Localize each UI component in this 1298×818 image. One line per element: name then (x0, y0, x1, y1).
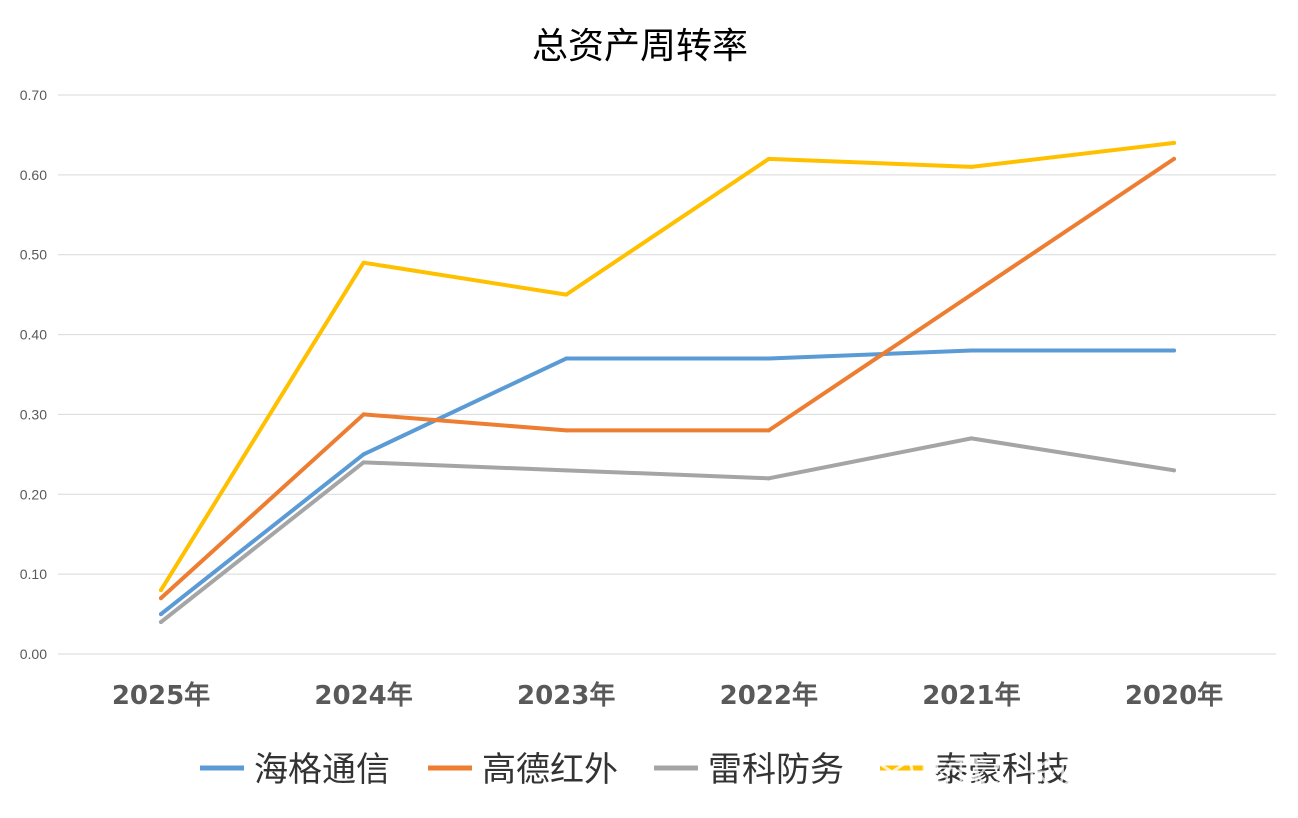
legend-label: 海格通信 (254, 750, 390, 790)
x-tick-label: 2024年 (314, 680, 412, 711)
data-point (361, 452, 366, 457)
legend: 海格通信 高德红外 雷科防务 泰豪科技 (200, 750, 1070, 790)
data-point (159, 588, 163, 593)
series-line (159, 156, 1176, 601)
series-group (159, 348, 1176, 617)
series-line (159, 140, 1176, 593)
data-point (766, 356, 771, 361)
data-point (766, 476, 771, 481)
data-point (564, 356, 569, 361)
data-point (361, 260, 366, 265)
data-point (1172, 156, 1176, 161)
watermark-text: 雪球：长风价值掘金 (920, 755, 1226, 795)
series-group (159, 436, 1176, 625)
y-tick-label: 0.10 (20, 566, 47, 582)
x-tick-label: 2025年 (112, 680, 210, 711)
data-point (159, 612, 163, 617)
x-tick-label: 2022年 (720, 680, 818, 711)
data-point (159, 596, 163, 601)
series-lines (159, 140, 1176, 625)
data-point (969, 348, 974, 353)
x-axis-ticks: 2025年 2024年 2023年 2022年 2021年 2020年 (112, 680, 1223, 711)
y-tick-label: 0.00 (20, 646, 47, 662)
y-axis-ticks: 0.00 0.10 0.20 0.30 0.40 0.50 0.60 0.70 (20, 87, 47, 662)
data-point (361, 412, 366, 417)
x-tick-label: 2021年 (922, 680, 1020, 711)
watermark: 雪球：长风价值掘金 (870, 750, 1226, 795)
x-tick-label: 2023年 (517, 680, 615, 711)
y-tick-label: 0.20 (20, 486, 47, 502)
legend-label: 雷科防务 (708, 750, 844, 790)
x-tick-label: 2020年 (1125, 680, 1223, 711)
data-point (361, 460, 366, 465)
data-point (1172, 140, 1176, 145)
xueqiu-logo-icon (870, 750, 914, 794)
data-point (969, 164, 974, 169)
y-tick-label: 0.50 (20, 247, 47, 263)
data-point (766, 156, 771, 161)
y-tick-label: 0.70 (20, 87, 47, 103)
series-group (159, 156, 1176, 601)
legend-label: 高德红外 (482, 750, 618, 790)
series-group (159, 140, 1176, 593)
chart-title: 总资产周转率 (532, 26, 748, 67)
gridlines (58, 94, 1276, 655)
data-point (1172, 468, 1176, 473)
y-tick-label: 0.40 (20, 327, 47, 343)
series-line (159, 436, 1176, 625)
data-point (564, 292, 569, 297)
y-tick-label: 0.30 (20, 406, 47, 422)
data-point (969, 292, 974, 297)
data-point (969, 436, 974, 441)
data-point (564, 428, 569, 433)
y-tick-label: 0.60 (20, 167, 47, 183)
data-point (766, 428, 771, 433)
data-point (159, 620, 163, 625)
series-line (159, 348, 1176, 617)
legend-label: 泰豪科技 (934, 750, 1070, 790)
data-point (1172, 348, 1176, 353)
data-point (564, 468, 569, 473)
